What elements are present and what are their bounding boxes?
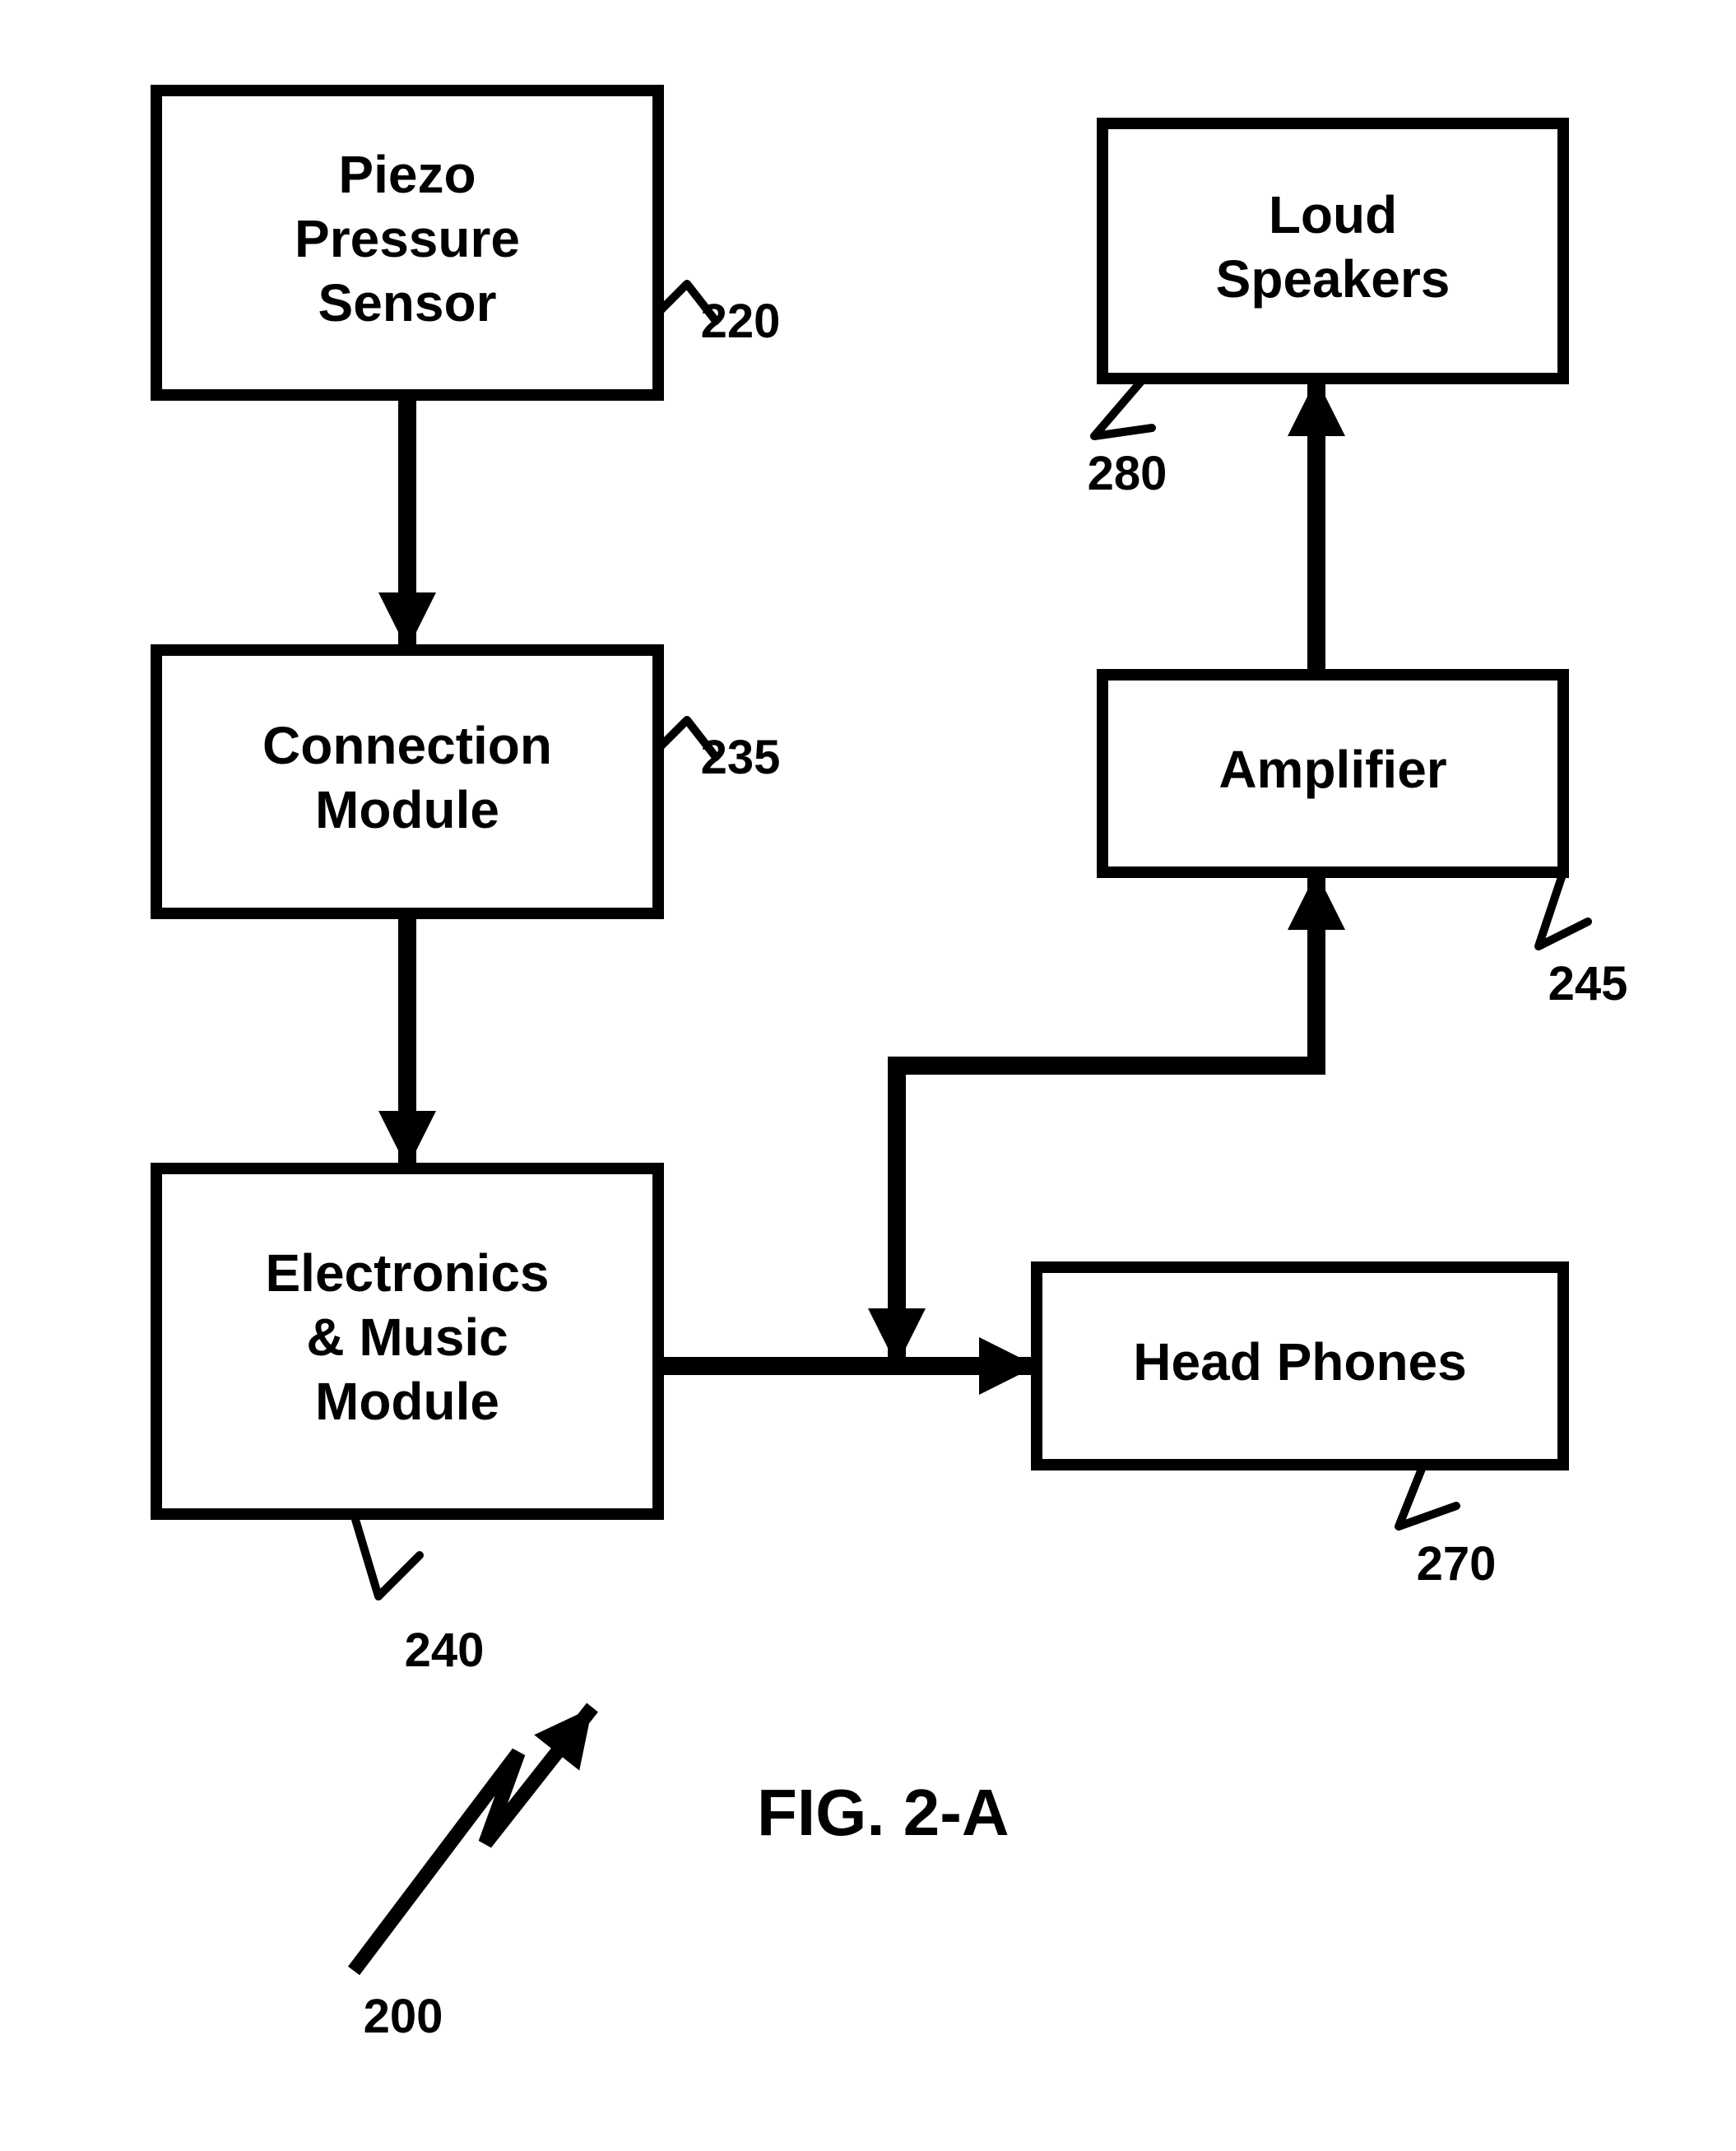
box-speakers-label-line-0: Loud [1269,185,1397,244]
ref-headphones-label: 270 [1417,1537,1497,1591]
ref-speakers-label: 280 [1088,447,1167,500]
box-piezo: PiezoPressureSensor [156,91,658,395]
ref-piezo-label: 220 [701,295,781,348]
ref-system: 200 [364,1990,443,2043]
box-electronics: Electronics& MusicModule [156,1168,658,1514]
box-electronics-label-line-0: Electronics [265,1243,549,1303]
box-speakers-label-line-1: Speakers [1216,249,1451,309]
ref-electronics: 240 [354,1514,484,1677]
box-amplifier-label-line-0: Amplifier [1218,740,1446,799]
figure-label: FIG. 2-A [757,1776,1010,1849]
box-piezo-label-line-0: Piezo [338,145,476,204]
system-pointer-arrow [354,1707,592,1971]
ref-amplifier: 245 [1539,872,1627,1010]
ref-piezo: 220 [658,284,780,348]
box-connection-label-line-1: Module [315,780,499,839]
box-headphones: Head Phones [1037,1267,1563,1465]
ref-speakers: 280 [1088,379,1167,500]
box-piezo-label-line-1: Pressure [295,209,520,268]
block-diagram: PiezoPressureSensorConnectionModuleElect… [0,0,1736,2151]
box-amplifier: Amplifier [1102,675,1563,872]
box-electronics-label-line-2: Module [315,1372,499,1431]
ref-amplifier-leader [1539,872,1588,946]
box-connection-label-line-0: Connection [262,716,552,775]
box-piezo-label-line-2: Sensor [318,273,497,332]
ref-electronics-label: 240 [405,1624,485,1677]
ref-amplifier-label: 245 [1548,957,1628,1010]
ref-headphones: 270 [1399,1465,1496,1591]
ref-connection-label: 235 [701,731,781,784]
box-speakers: LoudSpeakers [1102,123,1563,379]
ref-connection: 235 [658,720,780,784]
box-connection: ConnectionModule [156,650,658,913]
box-headphones-label-line-0: Head Phones [1133,1332,1466,1391]
ref-electronics-leader [354,1514,420,1596]
ref-headphones-leader [1399,1465,1456,1526]
box-electronics-label-line-1: & Music [306,1308,508,1367]
ref-speakers-leader [1094,379,1152,436]
boxes: PiezoPressureSensorConnectionModuleElect… [156,91,1563,1514]
ref-system-label: 200 [364,1990,443,2043]
